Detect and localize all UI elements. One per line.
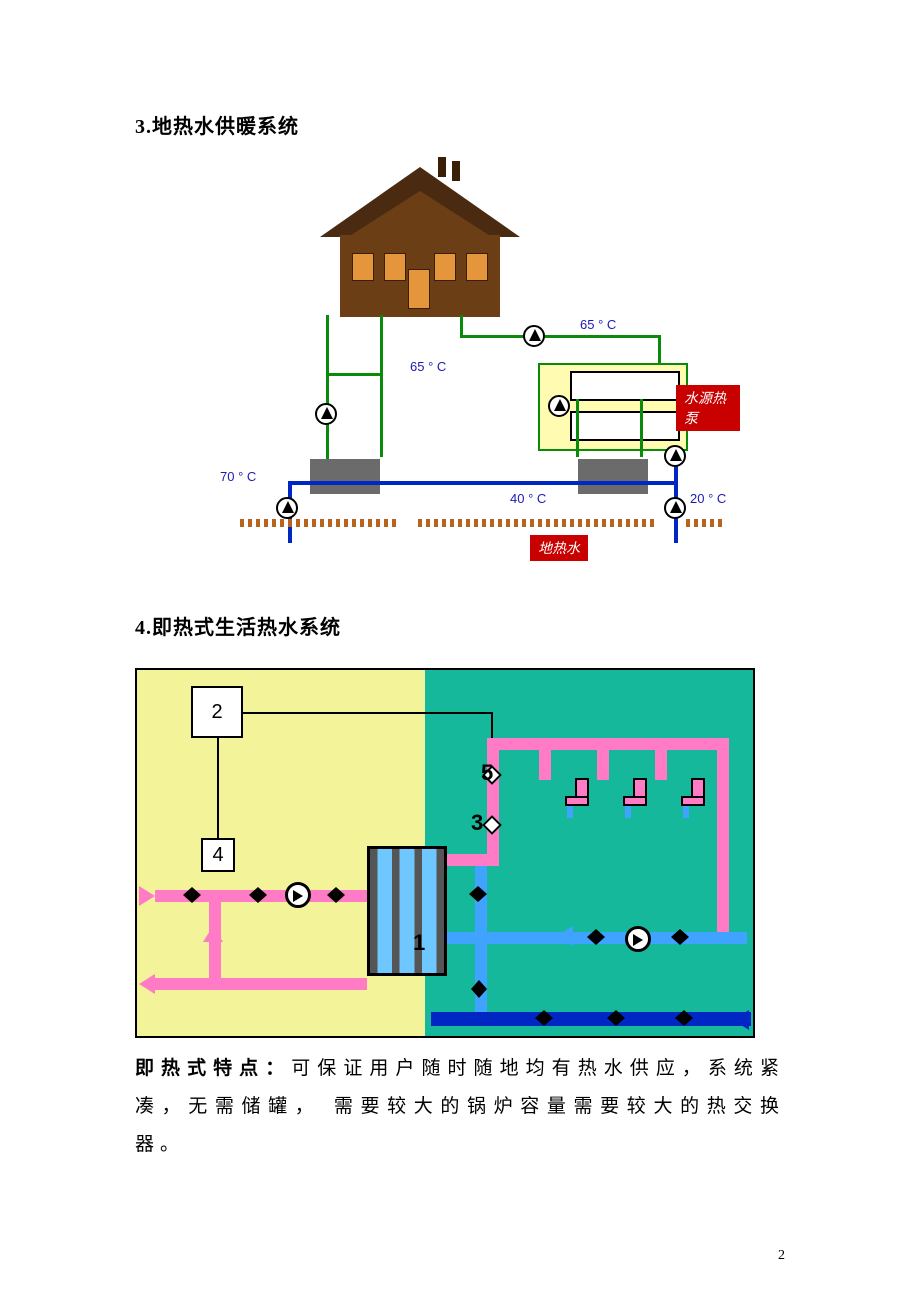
- section-4-body: 即热式特点：可保证用户随时随地均有热水供应，系统紧凑，无需储罐， 需要较大的锅炉…: [135, 1050, 785, 1164]
- badge-geothermal-water: 地热水: [530, 535, 588, 561]
- callout-5: 5: [481, 760, 493, 786]
- valve-icon: [469, 980, 487, 998]
- ground-hatch: [240, 519, 400, 527]
- pump-icon: [664, 497, 686, 519]
- temp-label: 40 ° C: [510, 491, 546, 506]
- pump-icon: [548, 395, 570, 417]
- tap-icon: [681, 778, 715, 818]
- valve-icon: [587, 929, 605, 947]
- ground-hatch: [418, 519, 658, 527]
- pump-icon: [523, 325, 545, 347]
- temp-label: 70 ° C: [220, 469, 256, 484]
- callout-3: 3: [471, 810, 483, 836]
- callout-2: 2: [211, 701, 222, 724]
- valve-icon: [535, 1010, 553, 1028]
- page-number: 2: [778, 1248, 785, 1264]
- body-bold-run: 即热式特点：: [135, 1058, 291, 1079]
- controller-box: 2: [191, 686, 243, 738]
- temp-label: 20 ° C: [690, 491, 726, 506]
- sensor-box: 4: [201, 838, 235, 872]
- ground-hatch: [686, 519, 726, 527]
- pump-icon: [664, 445, 686, 467]
- callout-1: 1: [413, 930, 425, 956]
- valve-icon: [249, 887, 267, 905]
- three-way-valve-icon: [183, 887, 201, 905]
- instant-hot-water-diagram: 2 4: [135, 668, 755, 1038]
- heat-exchanger-1: [310, 459, 380, 494]
- valve-icon: [469, 886, 487, 904]
- pump-icon: [276, 497, 298, 519]
- pump-icon: [285, 882, 311, 908]
- callout-4: 4: [212, 844, 223, 867]
- geothermal-heating-diagram: 65 ° C 65 ° C 70 ° C 40 ° C 20 ° C 水源热泵 …: [180, 167, 740, 567]
- valve-icon: [671, 929, 689, 947]
- valve-icon: [607, 1010, 625, 1028]
- valve-icon: [327, 887, 345, 905]
- badge-water-source-heat-pump: 水源热泵: [676, 385, 740, 431]
- diagram-1-wrap: 65 ° C 65 ° C 70 ° C 40 ° C 20 ° C 水源热泵 …: [135, 167, 785, 567]
- tap-icon: [565, 778, 599, 818]
- temp-label: 65 ° C: [410, 359, 446, 374]
- heat-exchanger-2: [578, 459, 648, 494]
- plate-heat-exchanger: [367, 846, 447, 976]
- pump-icon: [625, 926, 651, 952]
- temp-label: 65 ° C: [580, 317, 616, 332]
- section-3-heading: 3.地热水供暖系统: [135, 110, 785, 139]
- pump-icon: [315, 403, 337, 425]
- valve-icon: [675, 1010, 693, 1028]
- house-icon: [320, 167, 520, 317]
- section-4-heading: 4.即热式生活热水系统: [135, 611, 785, 640]
- tap-icon: [623, 778, 657, 818]
